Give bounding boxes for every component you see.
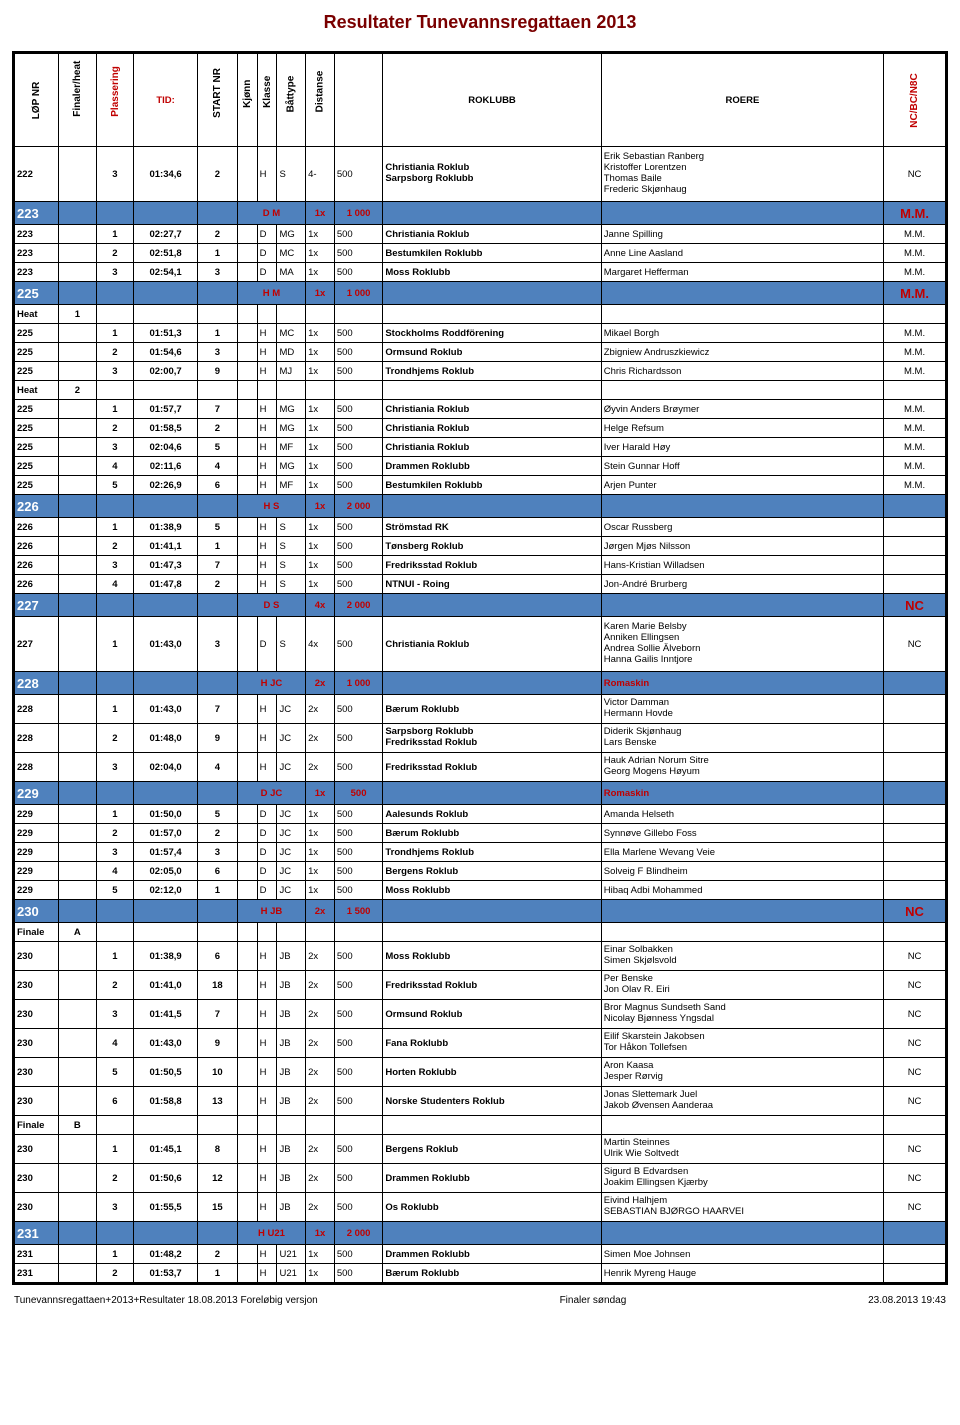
table-row: 225502:26,96HMF1x500Bestumkilen RoklubbA… <box>15 476 946 495</box>
table-row: 225402:11,64HMG1x500Drammen RoklubbStein… <box>15 457 946 476</box>
table-row: 230301:41,57HJB2x500Ormsund RoklubBror M… <box>15 1000 946 1029</box>
table-row: 226H S1x2 000 <box>15 495 946 518</box>
table-row: 228101:43,07HJC2x500Bærum RoklubbVictor … <box>15 695 946 724</box>
col-battype: Båttype <box>277 54 306 147</box>
table-row: 229D JC1x500Romaskin <box>15 782 946 805</box>
col-roere: ROERE <box>601 54 883 147</box>
col-roklubb: ROKLUBB <box>383 54 601 147</box>
table-row: 230601:58,813HJB2x500Norske Studenters R… <box>15 1087 946 1116</box>
table-row: 222301:34,62HS4-500Christiania RoklubSar… <box>15 147 946 202</box>
table-row: 225201:54,63HMD1x500Ormsund RoklubZbigni… <box>15 343 946 362</box>
table-row: 225101:51,31HMC1x500Stockholms Roddfören… <box>15 324 946 343</box>
table-row: 230101:38,96HJB2x500Moss RoklubbEinar So… <box>15 942 946 971</box>
table-row: 229402:05,06DJC1x500Bergens RoklubSolvei… <box>15 862 946 881</box>
col-nc: NC/BC/N8C <box>884 54 946 147</box>
table-row: Heat1 <box>15 305 946 324</box>
table-row: 231101:48,22HU211x500Drammen RoklubbSime… <box>15 1245 946 1264</box>
col-spacer <box>334 54 383 147</box>
col-tid: TID: <box>134 54 198 147</box>
col-distanse: Distanse <box>306 54 335 147</box>
results-table: LØP NR Finaler/heat Plassering TID: STAR… <box>14 53 946 1283</box>
table-row: 226401:47,82HS1x500NTNUI - RoingJon-Andr… <box>15 575 946 594</box>
col-kjonn: Kjønn <box>237 54 257 147</box>
col-plassering: Plassering <box>96 54 134 147</box>
table-row: 228H JC2x1 000Romaskin <box>15 672 946 695</box>
table-row: 230301:55,515HJB2x500Os RoklubbEivind Ha… <box>15 1193 946 1222</box>
table-row: 229101:50,05DJC1x500Aalesunds RoklubAman… <box>15 805 946 824</box>
table-row: FinaleA <box>15 923 946 942</box>
table-row: FinaleB <box>15 1116 946 1135</box>
col-klasse: Klasse <box>257 54 277 147</box>
header-row: LØP NR Finaler/heat Plassering TID: STAR… <box>15 54 946 147</box>
table-row: 223102:27,72DMG1x500Christiania RoklubJa… <box>15 225 946 244</box>
table-row: 230201:50,612HJB2x500Drammen RoklubbSigu… <box>15 1164 946 1193</box>
table-row: 227101:43,03DS4x500Christiania RoklubKar… <box>15 617 946 672</box>
table-row: 225H M1x1 000M.M. <box>15 282 946 305</box>
table-row: 223D M1x1 000M.M. <box>15 202 946 225</box>
footer-left: Tunevannsregattaen+2013+Resultater 18.08… <box>14 1295 318 1306</box>
table-row: 225101:57,77HMG1x500Christiania RoklubØy… <box>15 400 946 419</box>
table-row: 230401:43,09HJB2x500Fana RoklubbEilif Sk… <box>15 1029 946 1058</box>
page-title: Resultater Tunevannsregattaen 2013 <box>0 12 960 33</box>
table-row: 229301:57,43DJC1x500Trondhjems RoklubEll… <box>15 843 946 862</box>
page-footer: Tunevannsregattaen+2013+Resultater 18.08… <box>14 1295 946 1306</box>
table-row: 230201:41,018HJB2x500Fredriksstad Roklub… <box>15 971 946 1000</box>
table-row: 229201:57,02DJC1x500Bærum RoklubbSynnøve… <box>15 824 946 843</box>
table-row: 228302:04,04HJC2x500Fredriksstad RoklubH… <box>15 753 946 782</box>
footer-center: Finaler søndag <box>560 1295 627 1306</box>
table-row: 230101:45,18HJB2x500Bergens RoklubMartin… <box>15 1135 946 1164</box>
table-row: 228201:48,09HJC2x500Sarpsborg RoklubbFre… <box>15 724 946 753</box>
table-row: 226201:41,11HS1x500Tønsberg RoklubJørgen… <box>15 537 946 556</box>
col-lop: LØP NR <box>15 54 59 147</box>
table-row: 230H JB2x1 500NC <box>15 900 946 923</box>
col-finaler: Finaler/heat <box>59 54 97 147</box>
table-row: 226301:47,37HS1x500Fredriksstad RoklubHa… <box>15 556 946 575</box>
table-row: Heat2 <box>15 381 946 400</box>
table-row: 227D S4x2 000NC <box>15 594 946 617</box>
table-row: 223202:51,81DMC1x500Bestumkilen RoklubbA… <box>15 244 946 263</box>
col-startnr: START NR <box>198 54 238 147</box>
footer-right: 23.08.2013 19:43 <box>868 1295 946 1306</box>
table-row: 226101:38,95HS1x500Strömstad RKOscar Rus… <box>15 518 946 537</box>
table-row: 225302:00,79HMJ1x500Trondhjems RoklubChr… <box>15 362 946 381</box>
table-row: 229502:12,01DJC1x500Moss RoklubbHibaq Ad… <box>15 881 946 900</box>
table-row: 231H U211x2 000 <box>15 1222 946 1245</box>
table-row: 225201:58,52HMG1x500Christiania RoklubHe… <box>15 419 946 438</box>
table-row: 225302:04,65HMF1x500Christiania RoklubIv… <box>15 438 946 457</box>
results-table-container: LØP NR Finaler/heat Plassering TID: STAR… <box>12 51 948 1285</box>
table-row: 230501:50,510HJB2x500Horten RoklubbAron … <box>15 1058 946 1087</box>
table-row: 231201:53,71HU211x500Bærum RoklubbHenrik… <box>15 1264 946 1283</box>
table-row: 223302:54,13DMA1x500Moss RoklubbMargaret… <box>15 263 946 282</box>
